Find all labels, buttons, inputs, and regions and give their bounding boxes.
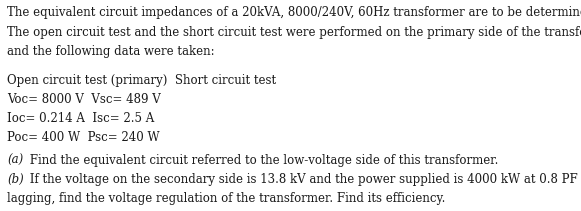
Text: Voc= 8000 V  Vsc= 489 V: Voc= 8000 V Vsc= 489 V: [7, 93, 161, 106]
Text: (b): (b): [7, 173, 24, 186]
Text: lagging, find the voltage regulation of the transformer. Find its efficiency.: lagging, find the voltage regulation of …: [7, 192, 446, 206]
Text: Find the equivalent circuit referred to the low-voltage side of this transformer: Find the equivalent circuit referred to …: [26, 154, 498, 167]
Text: Poc= 400 W  Psc= 240 W: Poc= 400 W Psc= 240 W: [7, 131, 160, 145]
Text: (a): (a): [7, 154, 23, 167]
Text: If the voltage on the secondary side is 13.8 kV and the power supplied is 4000 k: If the voltage on the secondary side is …: [26, 173, 578, 186]
Text: The open circuit test and the short circuit test were performed on the primary s: The open circuit test and the short circ…: [7, 26, 581, 39]
Text: Open circuit test (primary)  Short circuit test: Open circuit test (primary) Short circui…: [7, 74, 276, 87]
Text: Ioc= 0.214 A  Isc= 2.5 A: Ioc= 0.214 A Isc= 2.5 A: [7, 112, 154, 125]
Text: The equivalent circuit impedances of a 20kVA, 8000/240V, 60Hz transformer are to: The equivalent circuit impedances of a 2…: [7, 6, 581, 19]
Text: and the following data were taken:: and the following data were taken:: [7, 45, 214, 58]
